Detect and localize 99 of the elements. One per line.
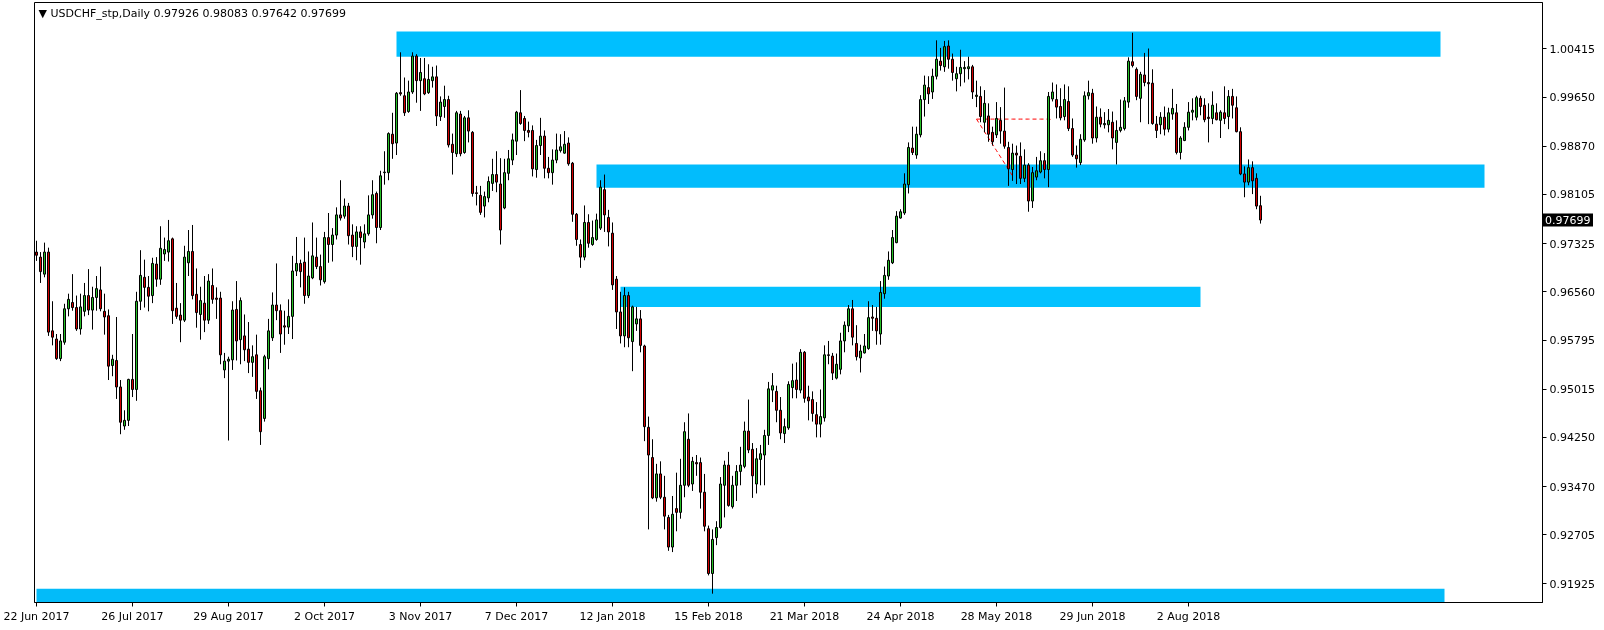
text: 0.97699	[1543, 213, 1593, 226]
x-tick-label: 29 Aug 2017	[193, 609, 264, 623]
candlestick	[1223, 85, 1226, 125]
candlestick	[1167, 107, 1170, 133]
candlestick	[359, 225, 362, 266]
candlestick	[1207, 102, 1210, 143]
y-tick-label: 0.95015	[1549, 383, 1595, 397]
x-tick-label: 12 Jan 2018	[579, 609, 646, 623]
candlestick	[95, 275, 98, 312]
candlestick	[607, 209, 610, 247]
candlestick	[283, 310, 286, 346]
candlestick	[479, 185, 482, 216]
chart-title: ▼ USDCHF_stp,Daily 0.97926 0.98083 0.97642 0.97699	[38, 6, 347, 20]
x-tick-label: 24 Apr 2018	[866, 609, 935, 623]
x-tick-label: 2 Aug 2018	[1156, 609, 1221, 623]
candlestick	[1011, 143, 1014, 182]
y-tick-label: 0.99650	[1549, 91, 1595, 105]
candlestick	[247, 321, 250, 374]
candlestick	[87, 268, 90, 316]
candlestick	[1195, 95, 1198, 121]
candlestick	[1247, 158, 1250, 186]
candlestick	[1163, 105, 1166, 136]
candlestick	[307, 250, 310, 299]
candlestick	[279, 303, 282, 354]
y-tick-label: 0.98105	[1549, 188, 1595, 202]
candlestick	[979, 85, 982, 123]
candlestick	[487, 175, 490, 203]
candlestick	[663, 475, 666, 530]
x-tick-label: 26 Jul 2017	[101, 609, 164, 623]
candlestick	[955, 66, 958, 92]
candlestick	[423, 57, 426, 96]
x-tick-label: 2 Oct 2017	[294, 609, 356, 623]
candlestick	[55, 333, 58, 361]
candlestick	[99, 266, 102, 312]
candlestick	[1003, 87, 1006, 150]
y-tick-label: 0.98870	[1549, 140, 1595, 154]
candlestick	[859, 344, 862, 373]
candlestick	[1147, 48, 1150, 125]
candlestick	[1199, 95, 1202, 116]
candlestick	[1103, 111, 1106, 130]
candlestick	[1007, 141, 1010, 187]
candlestick	[551, 148, 554, 186]
x-tick-label: 29 Jun 2018	[1059, 609, 1126, 623]
candlestick	[831, 352, 834, 381]
candlestick	[1055, 83, 1058, 119]
candlestick	[1115, 119, 1118, 165]
x-tick-label: 3 Nov 2017	[388, 609, 453, 623]
x-tick-label: 15 Feb 2018	[674, 609, 743, 623]
candlestick	[403, 77, 406, 117]
x-tick-label: 7 Dec 2017	[484, 609, 549, 623]
candlestick	[947, 39, 950, 70]
candlestick	[223, 352, 226, 379]
candlestick	[995, 101, 998, 139]
candlestick	[203, 275, 206, 333]
candlestick	[75, 295, 78, 332]
candlestick	[1059, 87, 1062, 121]
candlestick	[427, 63, 430, 95]
y-tick-label: 0.96560	[1549, 285, 1595, 299]
y-tick-label: 0.92705	[1549, 528, 1595, 542]
y-tick-label: 0.93470	[1549, 480, 1595, 494]
candlestick	[591, 220, 594, 247]
y-tick-label: 0.95795	[1549, 334, 1595, 347]
candlestick	[1139, 71, 1142, 123]
x-tick-label: 22 Jun 2017	[3, 609, 70, 623]
candlestick	[675, 472, 678, 532]
candlestick	[811, 390, 814, 423]
x-tick-label: 28 May 2018	[960, 609, 1033, 623]
candlestick	[855, 324, 858, 361]
candlestick	[1227, 89, 1230, 130]
candlestick	[495, 150, 498, 193]
candlestick	[943, 40, 946, 73]
candlestick	[1015, 145, 1018, 185]
candlestick	[1019, 141, 1022, 185]
y-tick-label: 0.91925	[1549, 577, 1595, 591]
candlestick	[1111, 111, 1114, 150]
y-tick-label: 1.00415	[1549, 42, 1595, 56]
candlestick	[983, 89, 986, 133]
candlestick	[143, 259, 146, 309]
candlestick	[999, 106, 1002, 145]
candlestick	[1159, 111, 1162, 135]
candlestick	[39, 251, 42, 284]
candlestick	[1219, 109, 1222, 139]
candlestick	[91, 286, 94, 331]
candlestick	[927, 75, 930, 105]
candlestick	[959, 49, 962, 87]
candlestick	[1231, 88, 1234, 119]
candlestick	[963, 60, 966, 84]
candlestick	[79, 293, 82, 336]
candlestick	[1203, 97, 1206, 123]
candlestick	[815, 401, 818, 438]
candlestick	[987, 102, 990, 143]
y-tick-label: 0.97325	[1549, 237, 1595, 251]
candlestick	[355, 225, 358, 261]
candlestick	[419, 57, 422, 112]
candlestick	[199, 286, 202, 341]
candlestick	[523, 115, 526, 142]
x-tick-label: 21 Mar 2018	[769, 609, 840, 623]
y-tick-label: 0.94250	[1549, 431, 1595, 445]
candlestick	[1211, 90, 1214, 125]
